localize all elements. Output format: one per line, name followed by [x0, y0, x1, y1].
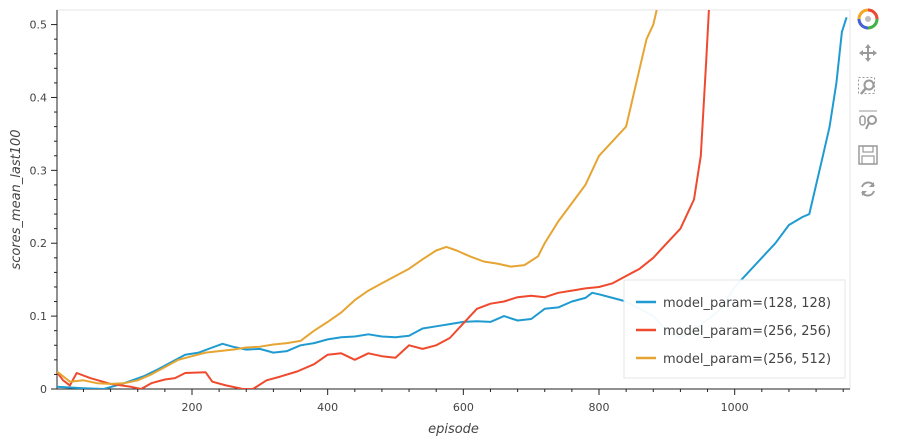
series-line-2 [57, 10, 710, 389]
legend: model_param=(128, 128) model_param=(256, … [623, 279, 846, 379]
legend-label-2: model_param=(256, 256) [663, 324, 831, 339]
x-tick-label: 400 [317, 401, 338, 414]
series-layer [57, 10, 848, 389]
y-axis-title: scores_mean_last100 [9, 129, 24, 269]
bokeh-logo-icon[interactable] [852, 6, 884, 32]
pan-icon[interactable] [852, 40, 884, 66]
reset-icon[interactable] [852, 176, 884, 202]
x-axis-title: episode [428, 422, 479, 437]
x-tick-label: 800 [589, 401, 610, 414]
series-line-1 [57, 16, 848, 389]
x-tick-label: 200 [181, 401, 202, 414]
series-line-3 [57, 10, 658, 385]
y-tick-label: 0.4 [30, 91, 48, 104]
y-tick-label: 0.5 [30, 19, 48, 32]
y-tick-label: 0.2 [30, 237, 48, 250]
x-tick-label: 600 [453, 401, 474, 414]
box-zoom-icon[interactable] [852, 74, 884, 100]
legend-box [623, 279, 846, 379]
y-tick-label: 0.1 [30, 310, 48, 323]
legend-label-3: model_param=(256, 512) [663, 352, 831, 367]
y-tick-label: 0 [40, 383, 47, 396]
axes: 0 0.1 0.2 0.3 0.4 0.5 200 400 600 800 1000 episode s… [9, 9, 851, 437]
save-icon[interactable] [852, 142, 884, 168]
x-tick-label: 1000 [721, 401, 749, 414]
y-tick-label: 0.3 [30, 164, 48, 177]
wheel-zoom-icon[interactable] [852, 108, 884, 134]
legend-label-1: model_param=(128, 128) [663, 296, 831, 311]
